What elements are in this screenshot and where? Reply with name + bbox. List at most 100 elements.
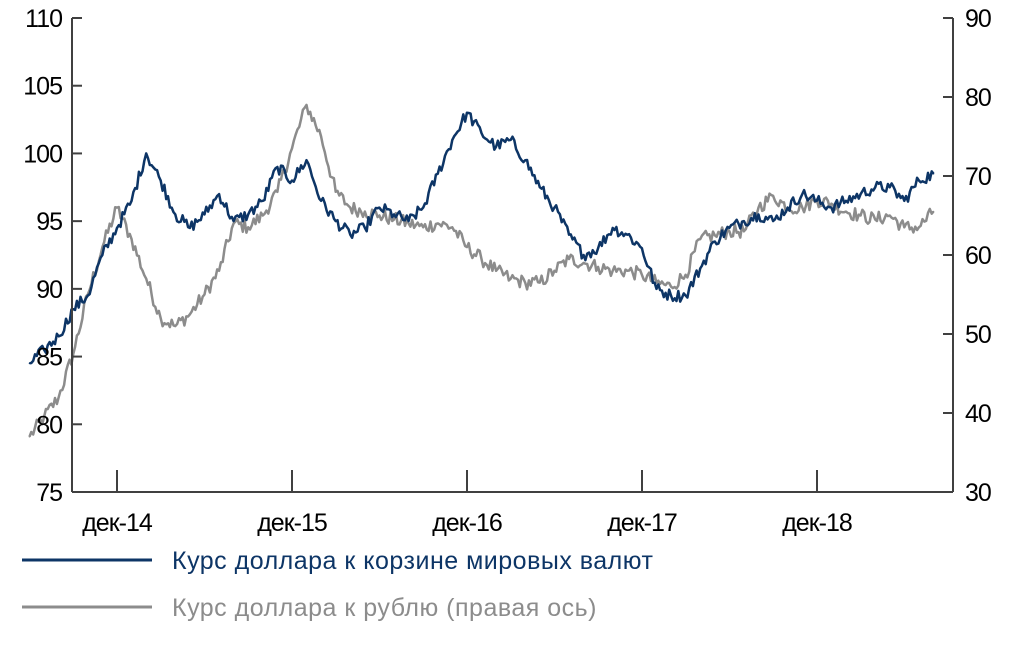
series-0-point — [218, 193, 220, 195]
series-0-point — [568, 233, 570, 236]
series-1-point — [626, 270, 629, 272]
x-tick-label: дек-17 — [607, 509, 677, 537]
series-0-point — [859, 193, 862, 195]
series-1-point — [845, 210, 847, 213]
series-0-point — [582, 254, 585, 256]
series-0-point — [480, 132, 483, 134]
series-1-point — [509, 277, 512, 280]
series-1-point — [378, 214, 381, 217]
series-1-point — [539, 281, 541, 284]
series-1-point — [772, 195, 774, 197]
series-1-point — [641, 274, 643, 276]
series-1-point — [597, 266, 599, 268]
series-0-point — [422, 206, 425, 209]
series-1-point — [130, 238, 133, 240]
series-0-point — [816, 200, 818, 202]
series-1-point — [611, 270, 614, 272]
series-0-point — [699, 267, 701, 270]
series-1-point — [888, 214, 891, 217]
series-1-point — [553, 270, 556, 272]
left-tick-label: 105 — [23, 73, 62, 101]
series-1-point — [655, 281, 658, 284]
series-1-point — [699, 238, 701, 240]
series-1-point — [247, 226, 249, 229]
series-1-point — [305, 104, 308, 106]
series-0-point — [189, 227, 191, 229]
series-0-point — [495, 145, 497, 148]
series-1-point — [932, 210, 935, 213]
series-1-point — [422, 226, 425, 229]
series-0-point — [874, 186, 876, 189]
series-1-point — [684, 274, 687, 276]
series-0-point — [553, 206, 556, 209]
series-1-point — [582, 262, 585, 264]
series-line-1 — [28, 103, 935, 438]
series-0-point — [626, 233, 629, 236]
series-0-point — [830, 206, 833, 209]
series-0-point — [247, 213, 249, 216]
series-0-point — [509, 139, 512, 141]
series-1-point — [159, 317, 162, 320]
series-1-point — [262, 214, 264, 217]
series-0-point — [291, 179, 293, 182]
axes: 75 80 85 90 95 100 105 110 30 40 50 60 70 80 90 дек-1… — [23, 5, 992, 537]
series-0-point — [57, 335, 60, 338]
series-line-0 — [29, 111, 935, 365]
right-tick-label: 50 — [965, 321, 991, 349]
series-0-point — [159, 179, 162, 182]
right-tick-label: 40 — [965, 400, 991, 428]
series-0-point — [801, 193, 804, 195]
series-0-point — [364, 227, 366, 229]
series-0-point — [407, 220, 410, 222]
series-1-point — [203, 293, 206, 296]
series-1-point — [859, 214, 862, 217]
series-1-point — [291, 147, 293, 150]
series-0-point — [232, 220, 235, 222]
series-1-point — [189, 313, 191, 316]
series-0-point — [918, 179, 920, 182]
series-0-point — [641, 247, 643, 249]
series-0-point — [305, 159, 308, 161]
x-tick-label: дек-16 — [432, 509, 502, 537]
left-tick-label: 95 — [36, 208, 62, 236]
series-0-point — [320, 200, 322, 202]
series-0-point — [714, 240, 716, 243]
series-1-point — [334, 191, 337, 193]
series-0-point — [451, 139, 454, 141]
series-1-point — [407, 222, 410, 225]
series-0-point — [597, 247, 599, 249]
series-0-point — [466, 112, 468, 114]
left-tick-label: 85 — [36, 344, 62, 372]
x-tick-label: дек-15 — [257, 509, 327, 537]
right-axis-ticks: 30 40 50 60 70 80 90 — [943, 5, 992, 507]
legend-label-1: Курс доллара к рублю (правая ось) — [172, 594, 597, 622]
series-1-point — [757, 206, 760, 209]
series-1-point — [320, 135, 322, 138]
series-0-point — [43, 349, 45, 351]
series-1-point — [918, 226, 920, 229]
series-0-point — [611, 227, 614, 229]
x-axis-ticks: дек-14 дек-15 дек-16 дек-17 дек-18 — [82, 470, 853, 537]
series-0-point — [130, 200, 133, 202]
series-1-point — [874, 218, 876, 221]
series-0-point — [684, 294, 687, 297]
series-0-point — [888, 186, 891, 189]
x-tick-label: дек-14 — [82, 509, 153, 537]
series-0-point — [524, 159, 526, 161]
left-tick-label: 80 — [36, 411, 62, 439]
series-1-point — [451, 226, 454, 229]
series-1-point — [480, 258, 483, 260]
series-0-point — [743, 220, 745, 222]
legend: Курс доллара к корзине мировых валют Кур… — [22, 547, 653, 622]
right-tick-label: 90 — [965, 5, 991, 33]
series-1-point — [43, 416, 45, 418]
series-1-point — [145, 277, 147, 280]
series-1-point — [743, 230, 745, 233]
legend-item-0: Курс доллара к корзине мировых валют — [22, 547, 653, 575]
series-1-point — [28, 435, 31, 438]
series-0-point — [378, 206, 381, 209]
series-0-point — [757, 213, 760, 216]
x-tick-label: дек-18 — [782, 509, 852, 537]
series-1-point — [466, 246, 468, 248]
